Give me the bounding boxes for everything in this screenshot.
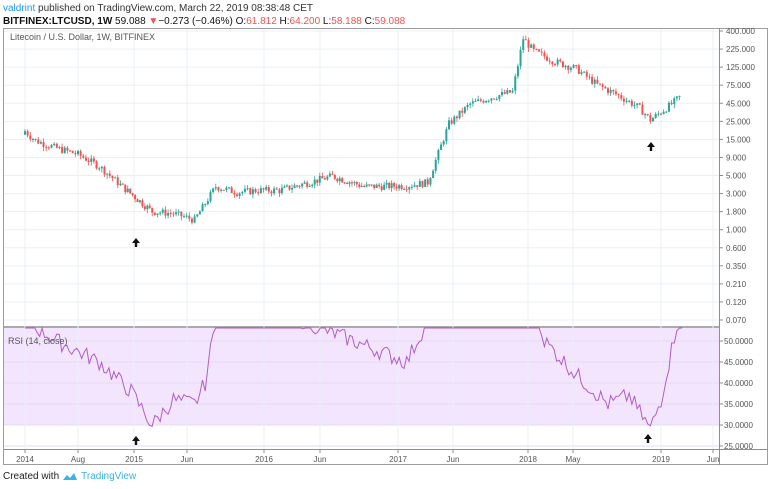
price-tick-label: 1.800: [726, 208, 747, 217]
rsi-tick-label: 35.0000: [724, 400, 753, 409]
symbol-info-bar: BITFINEX:LTCUSD, 1W 59.088 ▼−0.273 (−0.4…: [3, 16, 405, 27]
time-tick-label: 2016: [255, 455, 273, 464]
rsi-band: [4, 328, 719, 425]
rsi-axis[interactable]: 50.0000 45.0000 40.0000 35.0000 30.0000 25.00…: [719, 337, 753, 451]
close-value: 59.088: [374, 16, 406, 27]
price-tick-label: 225.000: [726, 45, 755, 54]
price-tick-label: 5.000: [726, 172, 747, 181]
time-tick-label: 2015: [125, 455, 143, 464]
rsi-tick-label: 30.0000: [724, 421, 753, 430]
time-tick-label: May: [565, 455, 580, 464]
price-tick-label: 45.000: [726, 99, 751, 108]
time-tick-label: 2017: [389, 455, 407, 464]
footer: Created with TradingView: [3, 471, 136, 482]
publish-info: valdrint published on TradingView.com, M…: [3, 3, 313, 14]
price-tick-label: 15.000: [726, 135, 751, 144]
price-tick-label: 3.000: [726, 190, 747, 199]
publisher-link[interactable]: valdrint: [3, 3, 36, 14]
price-tick-label: 75.000: [726, 81, 751, 90]
rsi-tick-label: 45.0000: [724, 358, 753, 367]
rsi-line: [25, 326, 683, 427]
rsi-tick-label: 40.0000: [724, 379, 753, 388]
candlesticks: [24, 35, 681, 225]
open-value: 61.812: [246, 16, 277, 27]
high-label: H:: [279, 16, 290, 27]
up-arrow-icon: [644, 434, 652, 443]
time-tick-label: 2014: [16, 455, 34, 464]
created-with-label: Created with: [3, 471, 60, 482]
price-tick-label: 0.070: [726, 316, 747, 325]
low-value: 58.188: [331, 16, 362, 27]
price-tick-label: 0.120: [726, 298, 747, 307]
last-price: 59.088: [115, 16, 146, 27]
time-tick-label: Jun: [314, 455, 327, 464]
price-tick-label: 0.350: [726, 262, 747, 271]
rsi-tick-label: 50.0000: [724, 337, 753, 346]
price-tick-label: 125.000: [726, 63, 755, 72]
up-arrow-icon: [132, 436, 140, 445]
open-label: O:: [235, 16, 247, 27]
price-change: −0.273 (−0.46%): [158, 16, 233, 27]
time-tick-label: Jun: [181, 455, 194, 464]
price-tick-label: 0.600: [726, 244, 747, 253]
time-tick-label: 2018: [519, 455, 537, 464]
time-tick-label: Jun: [707, 455, 720, 464]
published-text: published on TradingView.com, March 22, …: [35, 3, 314, 14]
symbol-label: BITFINEX:LTCUSD, 1W: [3, 16, 113, 27]
low-label: L:: [322, 16, 332, 27]
high-value: 64.200: [289, 16, 321, 27]
down-arrow-icon: ▼: [148, 16, 159, 27]
rsi-tick-label: 25.0000: [724, 442, 753, 451]
price-axis[interactable]: 400.000 225.000 125.000 75.000 45.000 25.000 1…: [719, 27, 755, 325]
close-label: C:: [364, 16, 375, 27]
time-tick-label: Aug: [71, 455, 85, 464]
time-tick-label: 2019: [652, 455, 670, 464]
up-arrow-icon: [132, 238, 140, 247]
price-tick-label: 0.210: [726, 280, 747, 289]
price-tick-label: 400.000: [726, 27, 755, 36]
price-tick-label: 25.000: [726, 117, 751, 126]
chart-title: Litecoin / U.S. Dollar, 1W, BITFINEX: [10, 32, 155, 42]
time-tick-label: Jun: [447, 455, 460, 464]
up-arrow-icon: [647, 142, 655, 151]
tradingview-logo-icon: [63, 473, 78, 480]
time-axis[interactable]: 2014 Aug 2015 Jun 2016 Jun 2017 Jun 2018 May 2019 J…: [16, 449, 719, 464]
price-tick-label: 1.000: [726, 226, 747, 235]
rsi-label: RSI (14, close): [8, 336, 68, 346]
price-tick-label: 9.000: [726, 153, 747, 162]
tradingview-link[interactable]: TradingView: [81, 471, 137, 482]
